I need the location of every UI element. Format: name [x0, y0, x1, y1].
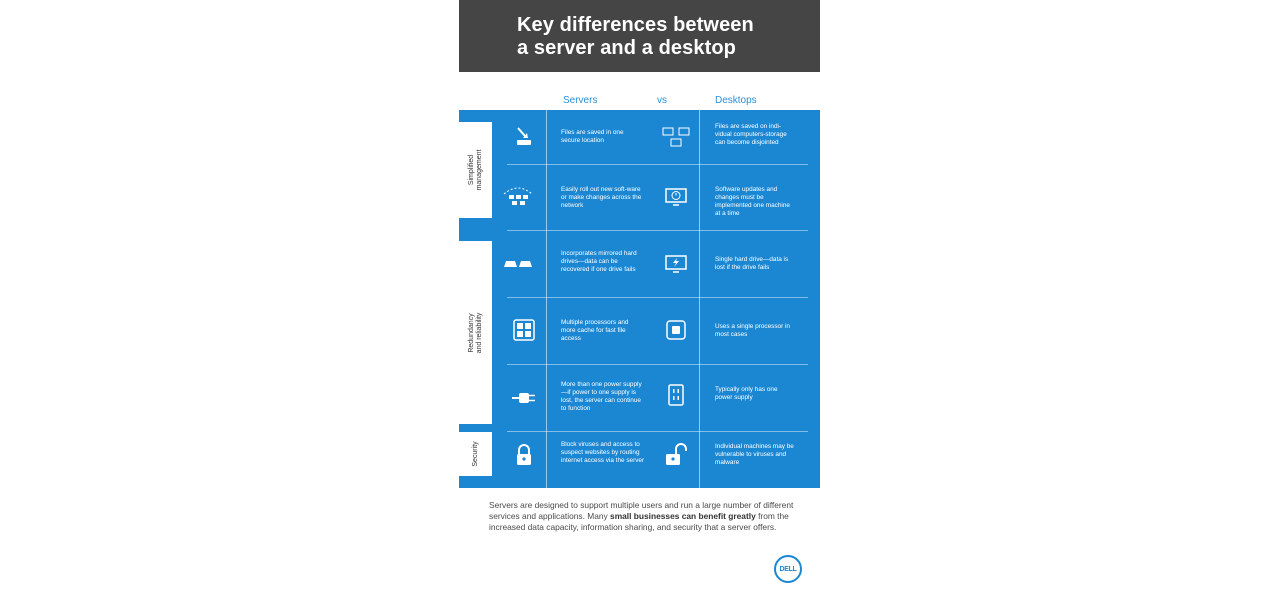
multi-processor-icon [507, 318, 541, 342]
server-text: Incorporates mirrored hard drives—data c… [561, 250, 637, 273]
page-title: Key differences between a server and a d… [517, 14, 807, 60]
category-label: Simplified [467, 154, 475, 186]
desktop-text: Single hard drive—data is lost if the dr… [715, 256, 789, 271]
infographic: Key differences between a server and a d… [459, 0, 820, 600]
server-text: Multiple processors and more cache for f… [561, 319, 629, 342]
single-processor-icon [659, 318, 693, 342]
comparison-row: Files are saved in one secure location F… [507, 110, 808, 165]
summary-text-end: from the increased data capacity, inform… [489, 511, 789, 532]
padlock-closed-icon [507, 443, 541, 467]
logo-text: DELL [779, 565, 797, 573]
server-text: More than one power supply—if power to o… [561, 381, 642, 412]
category-label: Security [471, 441, 479, 467]
category-label: Redundancy [467, 312, 475, 353]
server-text: Files are saved in one secure location [561, 129, 624, 144]
power-outlet-icon [659, 383, 693, 407]
column-header-servers: Servers [563, 95, 598, 106]
comparison-row: Multiple processors and more cache for f… [507, 297, 808, 365]
padlock-open-icon [659, 443, 693, 467]
title-banner: Key differences between a server and a d… [459, 0, 820, 72]
desktop-text: Software updates and changes must be imp… [715, 186, 790, 217]
desktop-text: Uses a single processor in most cases [715, 323, 790, 338]
summary-text: Servers are designed to support multiple… [489, 500, 794, 521]
column-divider [699, 110, 700, 488]
comparison-row: Block viruses and access to suspect webs… [507, 431, 808, 488]
desktop-text: Typically only has one power supply [715, 386, 778, 401]
comparison-row: Incorporates mirrored hard drives—data c… [504, 230, 808, 298]
category-security: Security [459, 432, 492, 476]
dell-logo: DELL [774, 555, 802, 583]
monitor-clock-icon [659, 185, 693, 209]
summary-highlight: small businesses can benefit greatly [610, 511, 756, 521]
server-text: Easily roll out new soft-ware or make ch… [561, 186, 642, 209]
column-divider [546, 110, 547, 488]
multiple-monitors-icon [659, 125, 693, 149]
desktop-text: Individual machines may be vulnerable to… [715, 443, 794, 466]
summary-paragraph: Servers are designed to support multiple… [489, 500, 794, 533]
monitor-lightning-icon [659, 252, 693, 276]
comparison-row: More than one power supply—if power to o… [507, 364, 808, 432]
storage-arrow-icon [507, 124, 541, 148]
server-text: Block viruses and access to suspect webs… [561, 441, 645, 464]
comparison-panel: Simplified management Redundancy and rel… [459, 110, 820, 488]
comparison-row: Easily roll out new soft-ware or make ch… [503, 164, 808, 231]
category-simplified-management: Simplified management [459, 122, 492, 218]
power-plug-icon [507, 386, 541, 410]
network-rollout-icon [501, 184, 535, 208]
mirrored-drives-icon [501, 252, 535, 276]
title-line-1: Key differences between [517, 14, 754, 36]
category-redundancy-reliability: Redundancy and reliability [459, 241, 492, 424]
category-label: management [475, 149, 483, 191]
column-header-desktops: Desktops [715, 95, 757, 106]
desktop-text: Files are saved on indi-vidual computers… [715, 123, 787, 146]
column-header-vs: vs [657, 95, 667, 106]
title-line-2: a server and a desktop [517, 37, 736, 59]
category-label: and reliability [475, 312, 483, 353]
